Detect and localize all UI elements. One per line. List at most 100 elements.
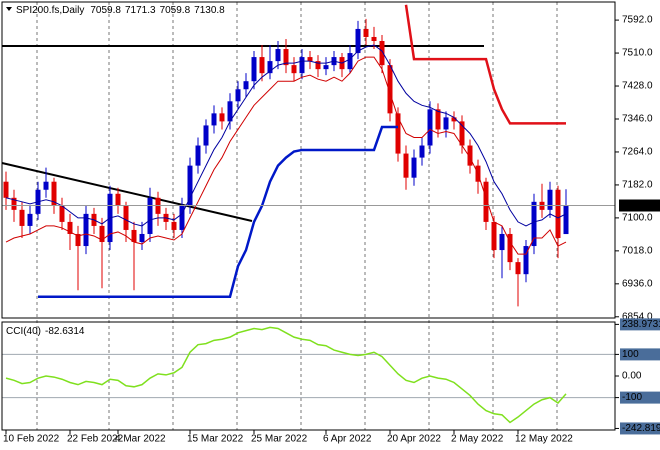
x-tick-label: 4 Mar 2022 xyxy=(115,434,166,445)
candle-body xyxy=(211,113,217,126)
y-tick-label: 7182.0 xyxy=(622,180,653,191)
candle-body xyxy=(307,57,313,62)
candle-body xyxy=(115,193,121,206)
candle-body xyxy=(195,145,201,166)
candle-body xyxy=(371,36,377,41)
y-tick-label: 100 xyxy=(622,349,639,360)
cci-header: CCI(40) -82.6314 xyxy=(6,326,85,337)
candle-body xyxy=(411,157,417,178)
candle-body xyxy=(259,57,265,74)
line xyxy=(5,326,567,424)
main-frame xyxy=(1,1,616,319)
y-tick-label: 6854.0 xyxy=(622,311,653,322)
candle-body xyxy=(323,65,329,70)
candle-body xyxy=(515,262,521,275)
y-tick-label: 7510.0 xyxy=(622,48,653,59)
candle-body xyxy=(483,181,489,222)
y-tick-label: 7100.0 xyxy=(622,213,653,224)
x-tick-label: 2 May 2022 xyxy=(451,434,504,445)
candle-body xyxy=(563,205,569,235)
candle-body xyxy=(131,229,137,243)
candle-body xyxy=(67,221,73,234)
x-tick-label: 10 Feb 2022 xyxy=(3,434,60,445)
candle-body xyxy=(491,221,497,251)
candle-body xyxy=(387,65,393,114)
candle-body xyxy=(19,209,25,226)
candle-body xyxy=(75,233,81,247)
open: 7059.8 xyxy=(90,5,121,16)
low: 7059.8 xyxy=(160,5,191,16)
symbol: SPI200.fs,Daily xyxy=(16,5,84,16)
candle-body xyxy=(83,213,89,247)
candle-body xyxy=(179,205,185,230)
high: 7171.3 xyxy=(125,5,156,16)
price-label: 7130.8 xyxy=(622,200,653,211)
candle-body xyxy=(379,40,385,66)
x-tick-label: 12 May 2022 xyxy=(515,434,573,445)
x-tick-label: 6 Apr 2022 xyxy=(323,434,372,445)
cci-value: -82.6314 xyxy=(45,326,85,337)
tick-box xyxy=(620,391,660,404)
cci-title: CCI(40) xyxy=(6,326,41,337)
candle-body xyxy=(547,189,553,210)
candle-body xyxy=(3,181,9,198)
candle-body xyxy=(443,117,449,130)
y-tick-label: -100 xyxy=(622,392,642,403)
tick-box xyxy=(620,318,660,331)
tick-box xyxy=(620,422,660,435)
candle-body xyxy=(459,121,465,146)
y-tick-label: -242.819 xyxy=(622,423,660,434)
x-tick-label: 15 Mar 2022 xyxy=(187,434,244,445)
y-tick-label: 7264.0 xyxy=(622,147,653,158)
y-tick-label: 0.00 xyxy=(622,371,642,382)
candle-body xyxy=(267,61,273,74)
line xyxy=(5,44,567,227)
candle-body xyxy=(171,221,177,230)
y-tick-label: 6936.0 xyxy=(622,278,653,289)
marks xyxy=(2,4,615,424)
candle-body xyxy=(499,233,505,251)
line xyxy=(5,56,567,255)
y-tick-label: 7018.0 xyxy=(622,246,653,257)
candle-body xyxy=(395,113,401,154)
candle-body xyxy=(403,153,409,178)
candle-body xyxy=(27,213,33,226)
line xyxy=(404,4,566,125)
candle-body xyxy=(43,181,49,190)
candle-body xyxy=(123,205,129,230)
y-tick-label: 7592.0 xyxy=(622,15,653,26)
candle-body xyxy=(243,81,249,90)
y-tick-label: 238.9731 xyxy=(622,319,660,330)
x-tick-label: 25 Mar 2022 xyxy=(251,434,308,445)
price-box xyxy=(619,199,660,212)
candle-body xyxy=(467,145,473,166)
candle-body xyxy=(235,89,241,102)
candle-body xyxy=(355,28,361,54)
line xyxy=(38,125,398,298)
candle-body xyxy=(51,181,57,206)
candle-body xyxy=(251,57,257,82)
candle-body xyxy=(363,28,369,37)
tick-box xyxy=(620,348,660,361)
candle-body xyxy=(147,197,153,234)
candle-body xyxy=(435,109,441,130)
candle-body xyxy=(347,53,353,70)
y-tick-label: 7428.0 xyxy=(622,81,653,92)
candle-body xyxy=(59,205,65,222)
candle-body xyxy=(99,225,105,243)
header: SPI200.fs,Daily 7059.8 7171.3 7059.8 7130.8 xyxy=(16,5,225,16)
x-tick-label: 22 Feb 2022 xyxy=(67,434,124,445)
candle-body xyxy=(203,125,209,146)
candle-body xyxy=(427,109,433,146)
menu-arrow xyxy=(6,7,12,11)
x-tick-label: 20 Apr 2022 xyxy=(387,434,441,445)
candle-body xyxy=(531,201,537,247)
candle-body xyxy=(555,189,561,238)
candle-body xyxy=(523,246,529,275)
candle-body xyxy=(451,117,457,122)
candle-body xyxy=(315,61,321,70)
trendline xyxy=(1,162,253,222)
y-tick-label: 7346.0 xyxy=(622,114,653,125)
